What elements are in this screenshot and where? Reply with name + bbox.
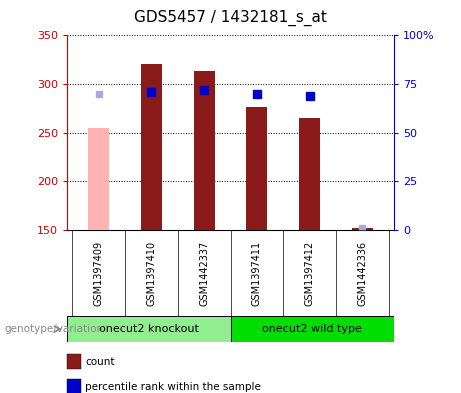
Bar <box>67 316 230 342</box>
Text: GDS5457 / 1432181_s_at: GDS5457 / 1432181_s_at <box>134 9 327 26</box>
Text: percentile rank within the sample: percentile rank within the sample <box>85 382 261 392</box>
Bar <box>141 64 162 230</box>
Bar <box>88 128 109 230</box>
Text: count: count <box>85 356 115 367</box>
Text: GSM1442337: GSM1442337 <box>199 241 209 306</box>
Text: onecut2 knockout: onecut2 knockout <box>99 324 199 334</box>
Text: GSM1442336: GSM1442336 <box>357 241 367 306</box>
Text: GSM1397412: GSM1397412 <box>305 241 315 306</box>
Text: GSM1397409: GSM1397409 <box>94 241 104 306</box>
Bar <box>194 72 215 230</box>
Bar <box>230 316 394 342</box>
Bar <box>352 228 373 230</box>
Text: GSM1397411: GSM1397411 <box>252 241 262 306</box>
Bar <box>246 107 267 230</box>
Bar <box>299 118 320 230</box>
Text: genotype/variation: genotype/variation <box>5 324 104 334</box>
Text: GSM1397410: GSM1397410 <box>146 241 156 306</box>
Text: onecut2 wild type: onecut2 wild type <box>262 324 362 334</box>
